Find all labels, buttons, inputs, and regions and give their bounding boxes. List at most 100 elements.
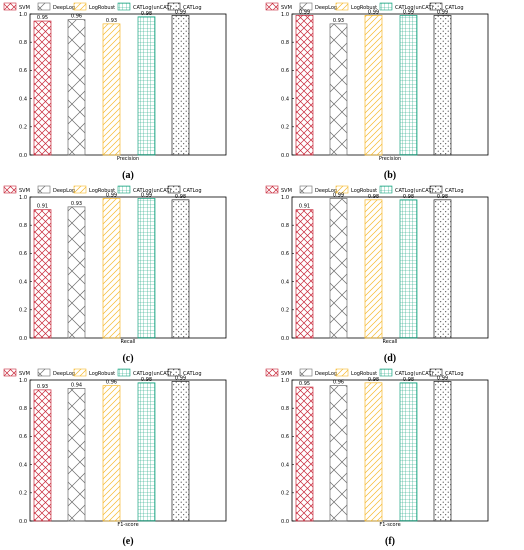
- bar-3: [137, 198, 156, 339]
- legend: SVM DeepLog LogRobust CATLog(unCAT) CATLog: [265, 2, 464, 11]
- y-tick-label: 0.4: [281, 96, 289, 102]
- y-tick-label: 0.6: [19, 68, 27, 74]
- legend-label-3: CATLog(unCAT): [395, 5, 433, 11]
- x-axis-label: F1-score: [379, 522, 400, 528]
- x-axis-label: Precision: [117, 156, 139, 162]
- bar-3: [399, 15, 418, 156]
- legend-label-4: CATLog: [183, 5, 202, 11]
- bar-value-label-3: 0.99: [403, 9, 414, 15]
- bar-value-label-0: 0.95: [37, 15, 48, 21]
- bar-2: [102, 23, 121, 156]
- bar-1: [329, 23, 348, 156]
- bar-value-label-4: 0.99: [437, 375, 448, 381]
- y-tick-label: 0.8: [19, 223, 27, 229]
- bar-0: [295, 209, 314, 339]
- bar-value-label-4: 0.99: [175, 375, 186, 381]
- bar-2: [364, 15, 383, 156]
- legend-swatch-0: [3, 368, 17, 377]
- legend-swatch-4: [429, 368, 443, 377]
- bar-4: [171, 15, 190, 156]
- legend-label-1: DeepLog: [315, 5, 337, 11]
- legend-swatch-1: [299, 185, 313, 194]
- legend-swatch-2: [73, 368, 87, 377]
- legend-label-4: CATLog: [183, 371, 202, 377]
- y-tick-label: 0.6: [19, 251, 27, 257]
- y-tick-label: 0.4: [19, 462, 27, 468]
- y-tick-label: 0.8: [281, 40, 289, 46]
- legend-swatch-4: [167, 2, 181, 11]
- x-axis-label: Recall: [121, 339, 136, 345]
- bar-0: [295, 15, 314, 156]
- bar-0: [33, 389, 52, 522]
- y-tick-label: 0.0: [19, 519, 27, 525]
- y-tick-label: 0.4: [19, 96, 27, 102]
- bar-1: [67, 206, 86, 339]
- bar-4: [171, 199, 190, 339]
- y-tick-label: 0.0: [281, 336, 289, 342]
- bar-value-label-3: 0.98: [403, 377, 414, 383]
- y-tick-label: 1.0: [281, 378, 289, 384]
- bar-4: [171, 381, 190, 522]
- legend-swatch-2: [335, 185, 349, 194]
- bar-value-label-1: 0.93: [333, 18, 344, 24]
- bar-3: [137, 16, 156, 156]
- y-tick-label: 1.0: [281, 195, 289, 201]
- bar-1: [67, 388, 86, 522]
- panel-caption: (c): [122, 353, 133, 364]
- bar-value-label-0: 0.91: [299, 204, 310, 210]
- bar-value-label-3: 0.98: [403, 194, 414, 200]
- bar-value-label-2: 0.98: [368, 194, 379, 200]
- chart-panel-3: SVM DeepLog LogRobust CATLog(unCAT) CATLog0.…: [265, 185, 489, 364]
- y-tick-label: 0.2: [281, 308, 289, 314]
- x-axis-label: F1-score: [117, 522, 138, 528]
- y-tick-label: 0.2: [281, 491, 289, 497]
- x-axis-label: Recall: [383, 339, 398, 345]
- plot-frame: [291, 196, 489, 339]
- bar-3: [399, 382, 418, 522]
- plot-frame: [291, 13, 489, 156]
- bar-2: [102, 385, 121, 522]
- bar-4: [433, 381, 452, 522]
- legend-swatch-2: [73, 2, 87, 11]
- legend-swatch-0: [3, 2, 17, 11]
- bar-value-label-4: 0.98: [437, 194, 448, 200]
- bar-value-label-3: 0.99: [141, 192, 152, 198]
- legend-swatch-3: [117, 185, 131, 194]
- legend-swatch-1: [37, 368, 51, 377]
- legend-swatch-3: [117, 368, 131, 377]
- chart-panel-4: SVM DeepLog LogRobust CATLog(unCAT) CATLog0.…: [3, 368, 227, 547]
- bar-0: [33, 20, 52, 156]
- bar-4: [433, 15, 452, 156]
- bar-value-label-3: 0.98: [141, 11, 152, 17]
- chart-panel-5: SVM DeepLog LogRobust CATLog(unCAT) CATLog0.…: [265, 368, 489, 547]
- legend-label-3: CATLog(unCAT): [133, 371, 171, 377]
- y-tick-label: 1.0: [281, 12, 289, 18]
- chart-panel-0: SVM DeepLog LogRobust CATLog(unCAT) CATLog0.…: [3, 2, 227, 181]
- y-tick-label: 0.8: [281, 406, 289, 412]
- bar-4: [433, 199, 452, 339]
- legend-label-1: DeepLog: [53, 371, 75, 377]
- panel-caption: (e): [122, 536, 133, 547]
- legend-label-4: CATLog: [445, 5, 464, 11]
- legend-swatch-1: [37, 2, 51, 11]
- legend-label-4: CATLog: [183, 188, 202, 194]
- bar-2: [364, 199, 383, 339]
- legend-label-4: CATLog: [445, 188, 464, 194]
- legend-label-0: SVM: [281, 188, 292, 194]
- y-tick-label: 0.8: [19, 40, 27, 46]
- legend-label-3: CATLog(unCAT): [395, 371, 433, 377]
- chart-panel-1: SVM DeepLog LogRobust CATLog(unCAT) CATLog0.…: [265, 2, 489, 181]
- legend-swatch-2: [335, 2, 349, 11]
- bar-value-label-0: 0.99: [299, 9, 310, 15]
- legend-swatch-1: [299, 368, 313, 377]
- bar-3: [137, 382, 156, 522]
- plot-frame: [291, 379, 489, 522]
- bar-value-label-4: 0.99: [437, 9, 448, 15]
- y-tick-label: 1.0: [19, 195, 27, 201]
- legend-swatch-4: [429, 2, 443, 11]
- legend-label-1: DeepLog: [53, 188, 75, 194]
- legend-label-1: DeepLog: [315, 188, 337, 194]
- legend-swatch-0: [265, 185, 279, 194]
- legend-label-0: SVM: [19, 188, 30, 194]
- chart-panel-2: SVM DeepLog LogRobust CATLog(unCAT) CATLog0.…: [3, 185, 227, 364]
